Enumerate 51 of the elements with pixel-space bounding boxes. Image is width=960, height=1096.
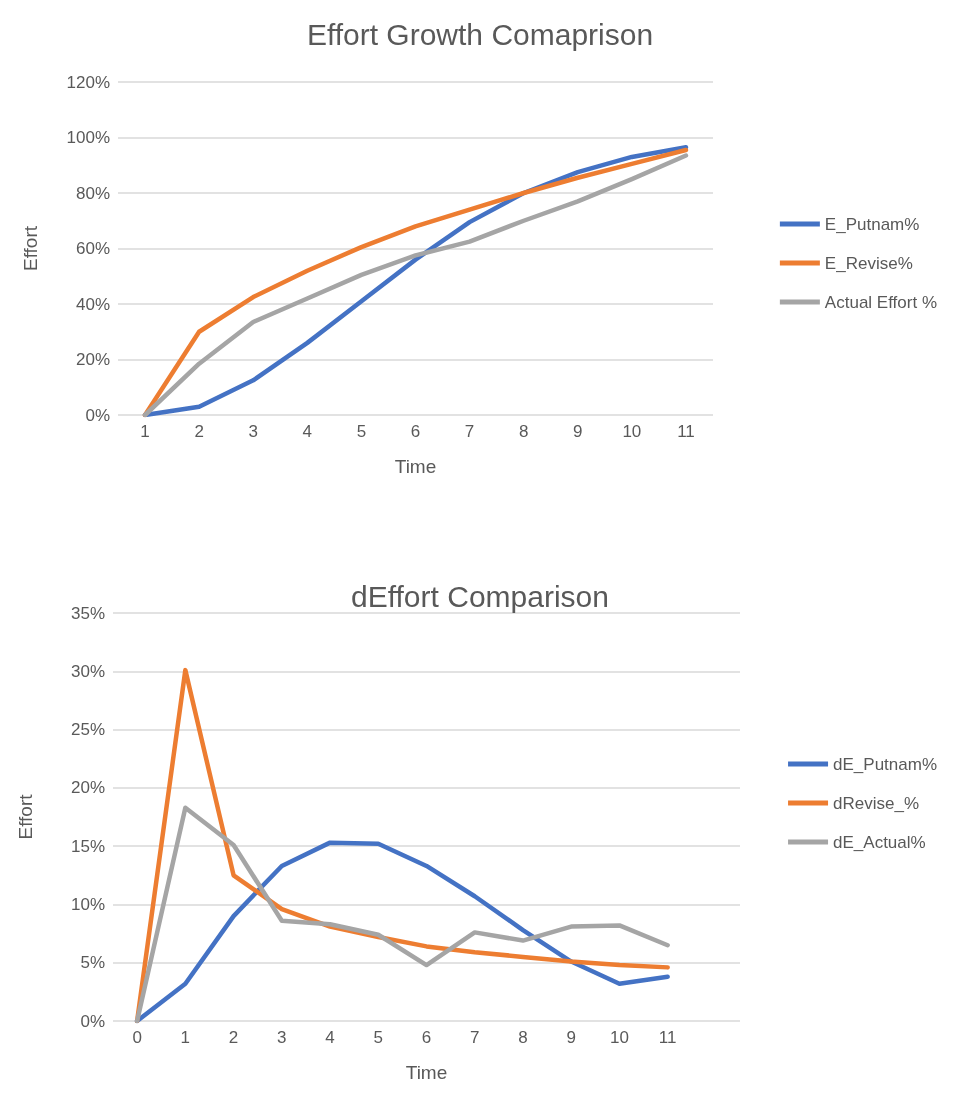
y-tick-label: 25%: [70, 720, 105, 740]
legend-label: Actual Effort %: [824, 292, 938, 312]
x-tick-label: 10: [609, 1028, 629, 1047]
legend-label: E_Putnam%: [824, 214, 920, 234]
y-tick-label: 120%: [66, 72, 110, 92]
x-tick-label: 7: [464, 422, 475, 441]
x-tick-label: 4: [302, 422, 313, 441]
x-axis-title: Time: [405, 1062, 448, 1083]
y-tick-label: 20%: [75, 350, 110, 369]
y-tick-label: 30%: [70, 661, 105, 681]
y-tick-label: 40%: [75, 294, 110, 314]
x-tick-label: 6: [421, 1028, 432, 1047]
y-tick-label: 60%: [75, 239, 110, 258]
x-tick-label: 9: [566, 1028, 576, 1047]
y-tick-label: 80%: [75, 183, 110, 203]
x-tick-label: 0: [132, 1028, 142, 1047]
y-axis-title: Effort: [20, 225, 41, 272]
x-tick-label: 1: [140, 422, 150, 441]
chart-title: Effort Growth Comaprison: [306, 17, 654, 51]
y-tick-label: 5%: [80, 953, 105, 973]
y-tick-label: 35%: [70, 603, 105, 623]
x-tick-label: 3: [277, 1028, 287, 1047]
y-tick-label: 15%: [70, 836, 105, 856]
legend-label: E_Revise%: [824, 253, 913, 273]
y-tick-label: 20%: [70, 778, 105, 798]
x-tick-label: 9: [573, 422, 583, 441]
x-tick-label: 2: [194, 422, 204, 441]
x-tick-label: 11: [677, 422, 695, 441]
x-tick-label: 5: [373, 1028, 383, 1047]
x-tick-label: 11: [658, 1028, 677, 1047]
x-axis-title: Time: [394, 456, 437, 477]
y-tick-label: 10%: [70, 894, 105, 914]
x-tick-label: 8: [518, 422, 529, 441]
x-tick-label: 1: [180, 1028, 191, 1047]
legend-label: dE_Actual%: [833, 832, 926, 852]
line-series: [134, 805, 670, 1024]
x-tick-label: 3: [248, 422, 258, 441]
y-axis-title: Effort: [15, 793, 36, 840]
chart-title: dEffort Comparison: [351, 579, 609, 613]
y-tick-label: 0%: [80, 1011, 105, 1031]
y-tick-label: 0%: [85, 405, 110, 425]
x-tick-label: 5: [356, 422, 367, 441]
legend-label: dE_Putnam%: [833, 754, 937, 774]
legend-label: dRevise_%: [833, 793, 920, 813]
x-tick-label: 8: [518, 1028, 528, 1047]
y-tick-label: 100%: [66, 128, 110, 147]
x-tick-label: 6: [410, 422, 421, 441]
x-tick-label: 7: [470, 1028, 480, 1047]
x-tick-label: 2: [228, 1028, 239, 1047]
x-tick-label: 4: [325, 1028, 335, 1047]
x-tick-label: 10: [622, 422, 642, 441]
